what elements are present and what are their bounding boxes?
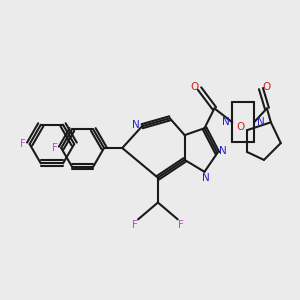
Text: O: O bbox=[262, 82, 270, 92]
Text: N: N bbox=[222, 117, 230, 127]
Text: O: O bbox=[236, 122, 245, 132]
Text: O: O bbox=[190, 82, 198, 92]
Text: F: F bbox=[132, 220, 137, 230]
Text: N: N bbox=[219, 146, 227, 157]
Text: F: F bbox=[52, 143, 58, 153]
Text: N: N bbox=[202, 173, 210, 183]
Text: F: F bbox=[178, 220, 184, 230]
Text: F: F bbox=[20, 139, 26, 149]
Text: N: N bbox=[257, 117, 264, 127]
Text: N: N bbox=[132, 120, 140, 130]
